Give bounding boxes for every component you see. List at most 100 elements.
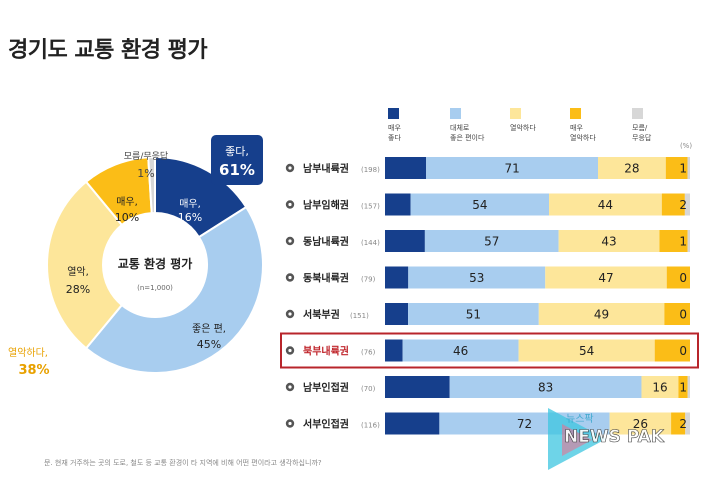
category-label: 서부인접권 [303, 418, 349, 431]
bar-segment [545, 266, 667, 289]
bar-segment [385, 376, 450, 398]
footnote: 문. 현재 거주하는 곳의 도로, 철도 등 교통 환경이 타 지역에 비해 어… [44, 459, 322, 467]
sample-size-label: (70) [361, 385, 376, 393]
bad-total-value: 38% [18, 363, 49, 378]
category-label: 남부내륙권 [303, 162, 349, 175]
bar-segment [402, 339, 519, 362]
legend-label: 모름/ [632, 124, 648, 132]
watermark-top-text: 뉴스팍 [566, 413, 594, 425]
bar-segment [598, 157, 666, 179]
segment-label-good-value: 45% [197, 338, 221, 351]
bad-total-label: 열악하다, [8, 346, 48, 359]
sample-size-label: (116) [361, 422, 380, 430]
bar-value-label: 44 [598, 198, 613, 212]
bar-value-label: 83 [538, 381, 553, 395]
category-label: 서북부권 [303, 308, 340, 321]
segment-label-bad-value: 28% [66, 283, 90, 296]
bar-segment [385, 193, 411, 216]
sample-size-label: (198) [361, 166, 380, 174]
bar-segment [518, 339, 655, 362]
legend-swatch [388, 108, 399, 119]
bar-segment [641, 376, 679, 398]
bar-value-label: 1 [679, 162, 687, 176]
legend-label: 열악하다 [570, 133, 596, 142]
bar-segment [666, 266, 690, 289]
bar-segment [385, 266, 409, 289]
donut-segment-unknown [147, 155, 156, 215]
donut-segments [46, 155, 264, 374]
legend-unit: (%) [680, 142, 692, 150]
donut-center-sub: (n=1,000) [137, 284, 173, 292]
bar-segment [449, 376, 642, 398]
bar-value-label: 2 [679, 198, 687, 212]
bar-value-label: 26 [633, 417, 648, 431]
bar-segment [538, 303, 665, 325]
segment-label-bad-name: 열악, [67, 266, 89, 278]
donut-chart: 교통 환경 평가 (n=1,000) 매우, 16% 좋은 편, 45% 열악,… [8, 135, 264, 378]
segment-label-very-good-name: 매우, [179, 198, 201, 210]
bar-segment [659, 230, 688, 252]
good-badge-value: 61% [219, 161, 255, 179]
bar-value-label: 43 [601, 235, 616, 249]
bar-segment [687, 157, 690, 179]
legend-label: 좋은 편이다 [450, 133, 485, 142]
segment-label-very-good-value: 16% [178, 211, 202, 224]
watermark-main-text: NEWS PAK [564, 427, 665, 447]
bar-segment [385, 303, 409, 325]
bar-segment [609, 412, 672, 435]
bar-segment [424, 230, 559, 252]
bar-segment [665, 157, 688, 179]
segment-label-unknown-value: 1% [137, 167, 154, 180]
bar-value-label: 1 [679, 235, 687, 249]
bar-segment [549, 193, 662, 216]
segment-label-very-bad-value: 10% [115, 211, 139, 224]
bar-value-label: 54 [472, 198, 487, 212]
bar-value-label: 53 [469, 271, 484, 285]
bar-segment [664, 303, 690, 325]
legend-swatch [632, 108, 643, 119]
bar-segment [385, 412, 440, 435]
legend-swatch [510, 108, 521, 119]
bar-rows: 남부내륙권 (198) 71 28 1 남부임해권 (157) 54 44 2 동남내륙권 (144)… [280, 157, 699, 435]
segment-label-good-name: 좋은 편, [192, 323, 226, 335]
sample-size-label: (151) [350, 312, 369, 320]
legend-label: 무응답 [632, 133, 652, 142]
category-label: 남부인접권 [303, 381, 349, 394]
legend-label: 대체로 [450, 124, 470, 132]
bar-segment [654, 339, 690, 362]
bar-segment [684, 193, 690, 216]
donut-center-title: 교통 환경 평가 [118, 256, 193, 271]
bar-value-label: 2 [679, 417, 687, 431]
bar-value-label: 1 [679, 381, 687, 395]
bar-value-label: 51 [466, 308, 481, 322]
bar-value-label: 28 [624, 162, 639, 176]
bar-value-label: 47 [598, 271, 613, 285]
legend-label: 열악하다 [510, 123, 536, 132]
bar-value-label: 0 [679, 308, 687, 322]
segment-label-very-bad-name: 매우, [116, 196, 138, 208]
category-label: 남부임해권 [303, 199, 349, 212]
sample-size-label: (76) [361, 349, 376, 357]
bar-segment [687, 230, 690, 252]
page-title: 경기도 교통 환경 평가 [8, 38, 208, 63]
bar-segment [671, 412, 686, 435]
bar-segment [685, 412, 690, 435]
legend-swatch [570, 108, 581, 119]
bar-segment [558, 230, 660, 252]
category-label: 동북내륙권 [303, 272, 349, 285]
bar-segment [678, 376, 688, 398]
legend-label: 좋다 [388, 133, 401, 142]
bar-value-label: 49 [594, 308, 609, 322]
sample-size-label: (144) [361, 239, 380, 247]
good-badge [211, 135, 263, 185]
bar-value-label: 0 [679, 271, 687, 285]
donut-segment-bad [46, 180, 124, 350]
bar-segment [385, 157, 427, 179]
bar-value-label: 57 [484, 235, 499, 249]
segment-label-unknown-name: 모름/무응답 [124, 150, 168, 162]
good-badge-label: 좋다, [225, 145, 249, 158]
bar-value-label: 16 [652, 381, 667, 395]
highlight-box [280, 332, 699, 369]
